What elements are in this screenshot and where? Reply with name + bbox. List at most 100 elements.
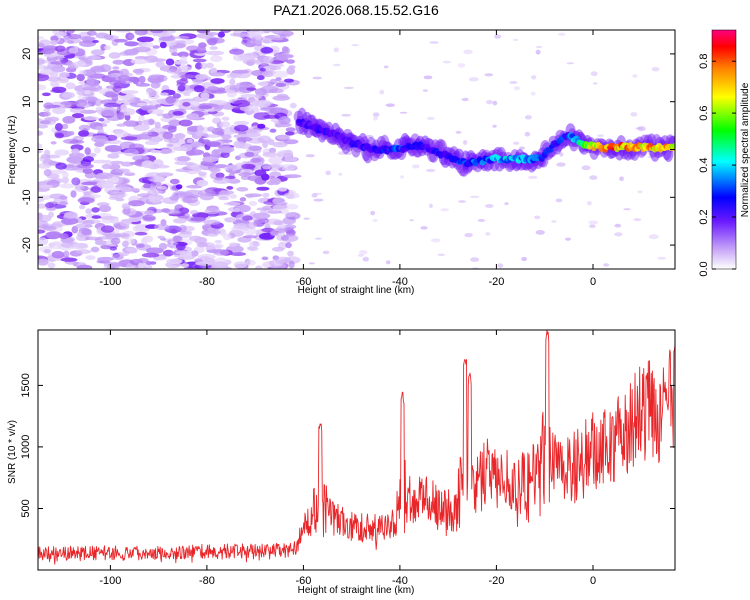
spectrogram-cell: [259, 67, 266, 72]
spectrogram-cell: [457, 63, 466, 68]
spectrogram-cell: [221, 116, 230, 121]
spectrogram-cell: [312, 76, 323, 80]
spectrogram-cell: [358, 250, 368, 255]
spectrogram-cell: [156, 98, 166, 104]
spectrogram-cell: [244, 193, 263, 198]
spectrogram-cell: [657, 256, 667, 260]
spectrogram-cell: [50, 80, 60, 88]
spectrogram-cell: [468, 77, 479, 82]
spectrogram-cell: [426, 116, 435, 121]
spectrogram-cell: [261, 256, 269, 261]
spectrogram-cell: [112, 59, 125, 65]
spectrogram-cell: [267, 210, 282, 214]
spectrogram-cell: [185, 150, 196, 157]
spectrogram-cell: [351, 44, 360, 47]
spectrogram-cell: [85, 78, 95, 86]
colorbar: 0.0 0.2 0.4 0.6 0.8 Normalized spectral ampl…: [698, 29, 750, 277]
spectrogram-cell: [149, 177, 165, 183]
spectrogram-cell: [332, 63, 341, 67]
spectrogram-cell: [247, 175, 262, 182]
spectrogram-cell: [90, 186, 102, 193]
spectrogram-cell: [212, 117, 222, 124]
spectrogram-cell: [201, 82, 215, 88]
spectrogram-cell: [286, 59, 295, 64]
spectrogram-cell: [637, 126, 646, 132]
spectrogram-cell: [186, 113, 200, 120]
spectrogram-cell: [159, 92, 169, 96]
spectrogram-cell: [535, 45, 543, 49]
spectrogram-cell: [134, 231, 148, 236]
spectrogram-cell: [200, 92, 210, 100]
spectrogram-cell: [268, 88, 284, 94]
spectrogram-cell: [231, 69, 250, 74]
spectrogram-cell: [220, 151, 230, 159]
spectrogram-cell: [104, 91, 116, 98]
spectrogram-cell: [38, 130, 43, 136]
spectrogram-cell: [249, 98, 260, 107]
spectrogram-cell: [558, 32, 566, 36]
spectrogram-cell: [139, 111, 146, 116]
spectrogram-cell: [43, 169, 52, 177]
spectrogram-cell: [180, 74, 196, 79]
spectrogram-cell: [246, 221, 257, 229]
spectrogram-cell: [145, 247, 164, 254]
spectrogram-cell: [190, 217, 207, 222]
spectrogram-cell: [233, 207, 241, 213]
spectrogram-cell: [400, 175, 405, 179]
spectrogram-cell: [203, 219, 221, 225]
spectrogram-cell: [362, 256, 369, 262]
spectrogram-cell: [504, 202, 509, 206]
spectrogram-cell: [134, 56, 148, 60]
spectrogram-cell: [221, 134, 232, 140]
spectrogram-cell: [129, 97, 136, 103]
spectrogram-cell: [556, 162, 566, 167]
spectrogram-cell: [272, 70, 289, 79]
spectrogram-cell: [78, 204, 86, 210]
y-tick-label: 1500: [20, 373, 32, 397]
spectrogram-cell: [236, 136, 253, 142]
spectrogram-cell: [194, 73, 209, 80]
spectrogram-cell: [277, 122, 292, 128]
spectrogram-cell: [205, 32, 219, 36]
spectrogram-cell: [288, 260, 295, 269]
spectrogram-cell: [38, 84, 47, 91]
spectrogram-cell: [174, 161, 189, 166]
spectrogram-cell: [154, 223, 170, 230]
spectrogram-cell: [54, 149, 70, 156]
spectrogram-cell: [43, 111, 51, 117]
spectrogram-cell: [122, 240, 129, 248]
spectrogram-cell: [84, 90, 91, 95]
spectrogram-cell: [65, 82, 76, 90]
spectrogram-cell: [127, 76, 140, 83]
spectrogram-cell: [56, 55, 64, 62]
spectrogram-cell: [142, 214, 156, 222]
spectrogram-cell: [43, 102, 54, 110]
spectrogram-cell: [71, 148, 80, 155]
spectrogram-cell: [246, 128, 260, 134]
spectrogram-cell: [461, 97, 469, 102]
spectrogram-cell: [138, 115, 145, 123]
spectrogram-cell: [123, 49, 139, 56]
spectrogram-cell: [426, 168, 436, 173]
snr-ylabel: SNR (10 * v/v): [7, 420, 18, 484]
spectrogram-cell: [233, 99, 251, 108]
y-tick-label: 10: [21, 96, 33, 108]
spectrogram-cell: [590, 71, 598, 77]
spectrogram-cell: [226, 186, 234, 190]
spectrogram-cell: [209, 46, 218, 50]
spectrogram-cell: [188, 170, 196, 175]
spectrogram-cell: [272, 228, 289, 233]
spectrogram-cell: [101, 164, 111, 170]
spectrogram-cell: [222, 233, 232, 241]
spectrogram-cell: [141, 41, 154, 49]
spectrogram-cell: [581, 165, 591, 171]
spectrogram-cell: [229, 194, 237, 199]
spectrogram-cell: [485, 100, 494, 105]
spectrogram-cell: [272, 204, 288, 211]
spectrogram-cell: [524, 131, 531, 137]
spectrogram-cell: [223, 201, 241, 206]
spectrogram-cell: [70, 243, 89, 250]
spectrogram-cell: [147, 108, 164, 115]
spectrogram-cell: [178, 119, 193, 127]
y-tick-label: -20: [21, 237, 33, 253]
